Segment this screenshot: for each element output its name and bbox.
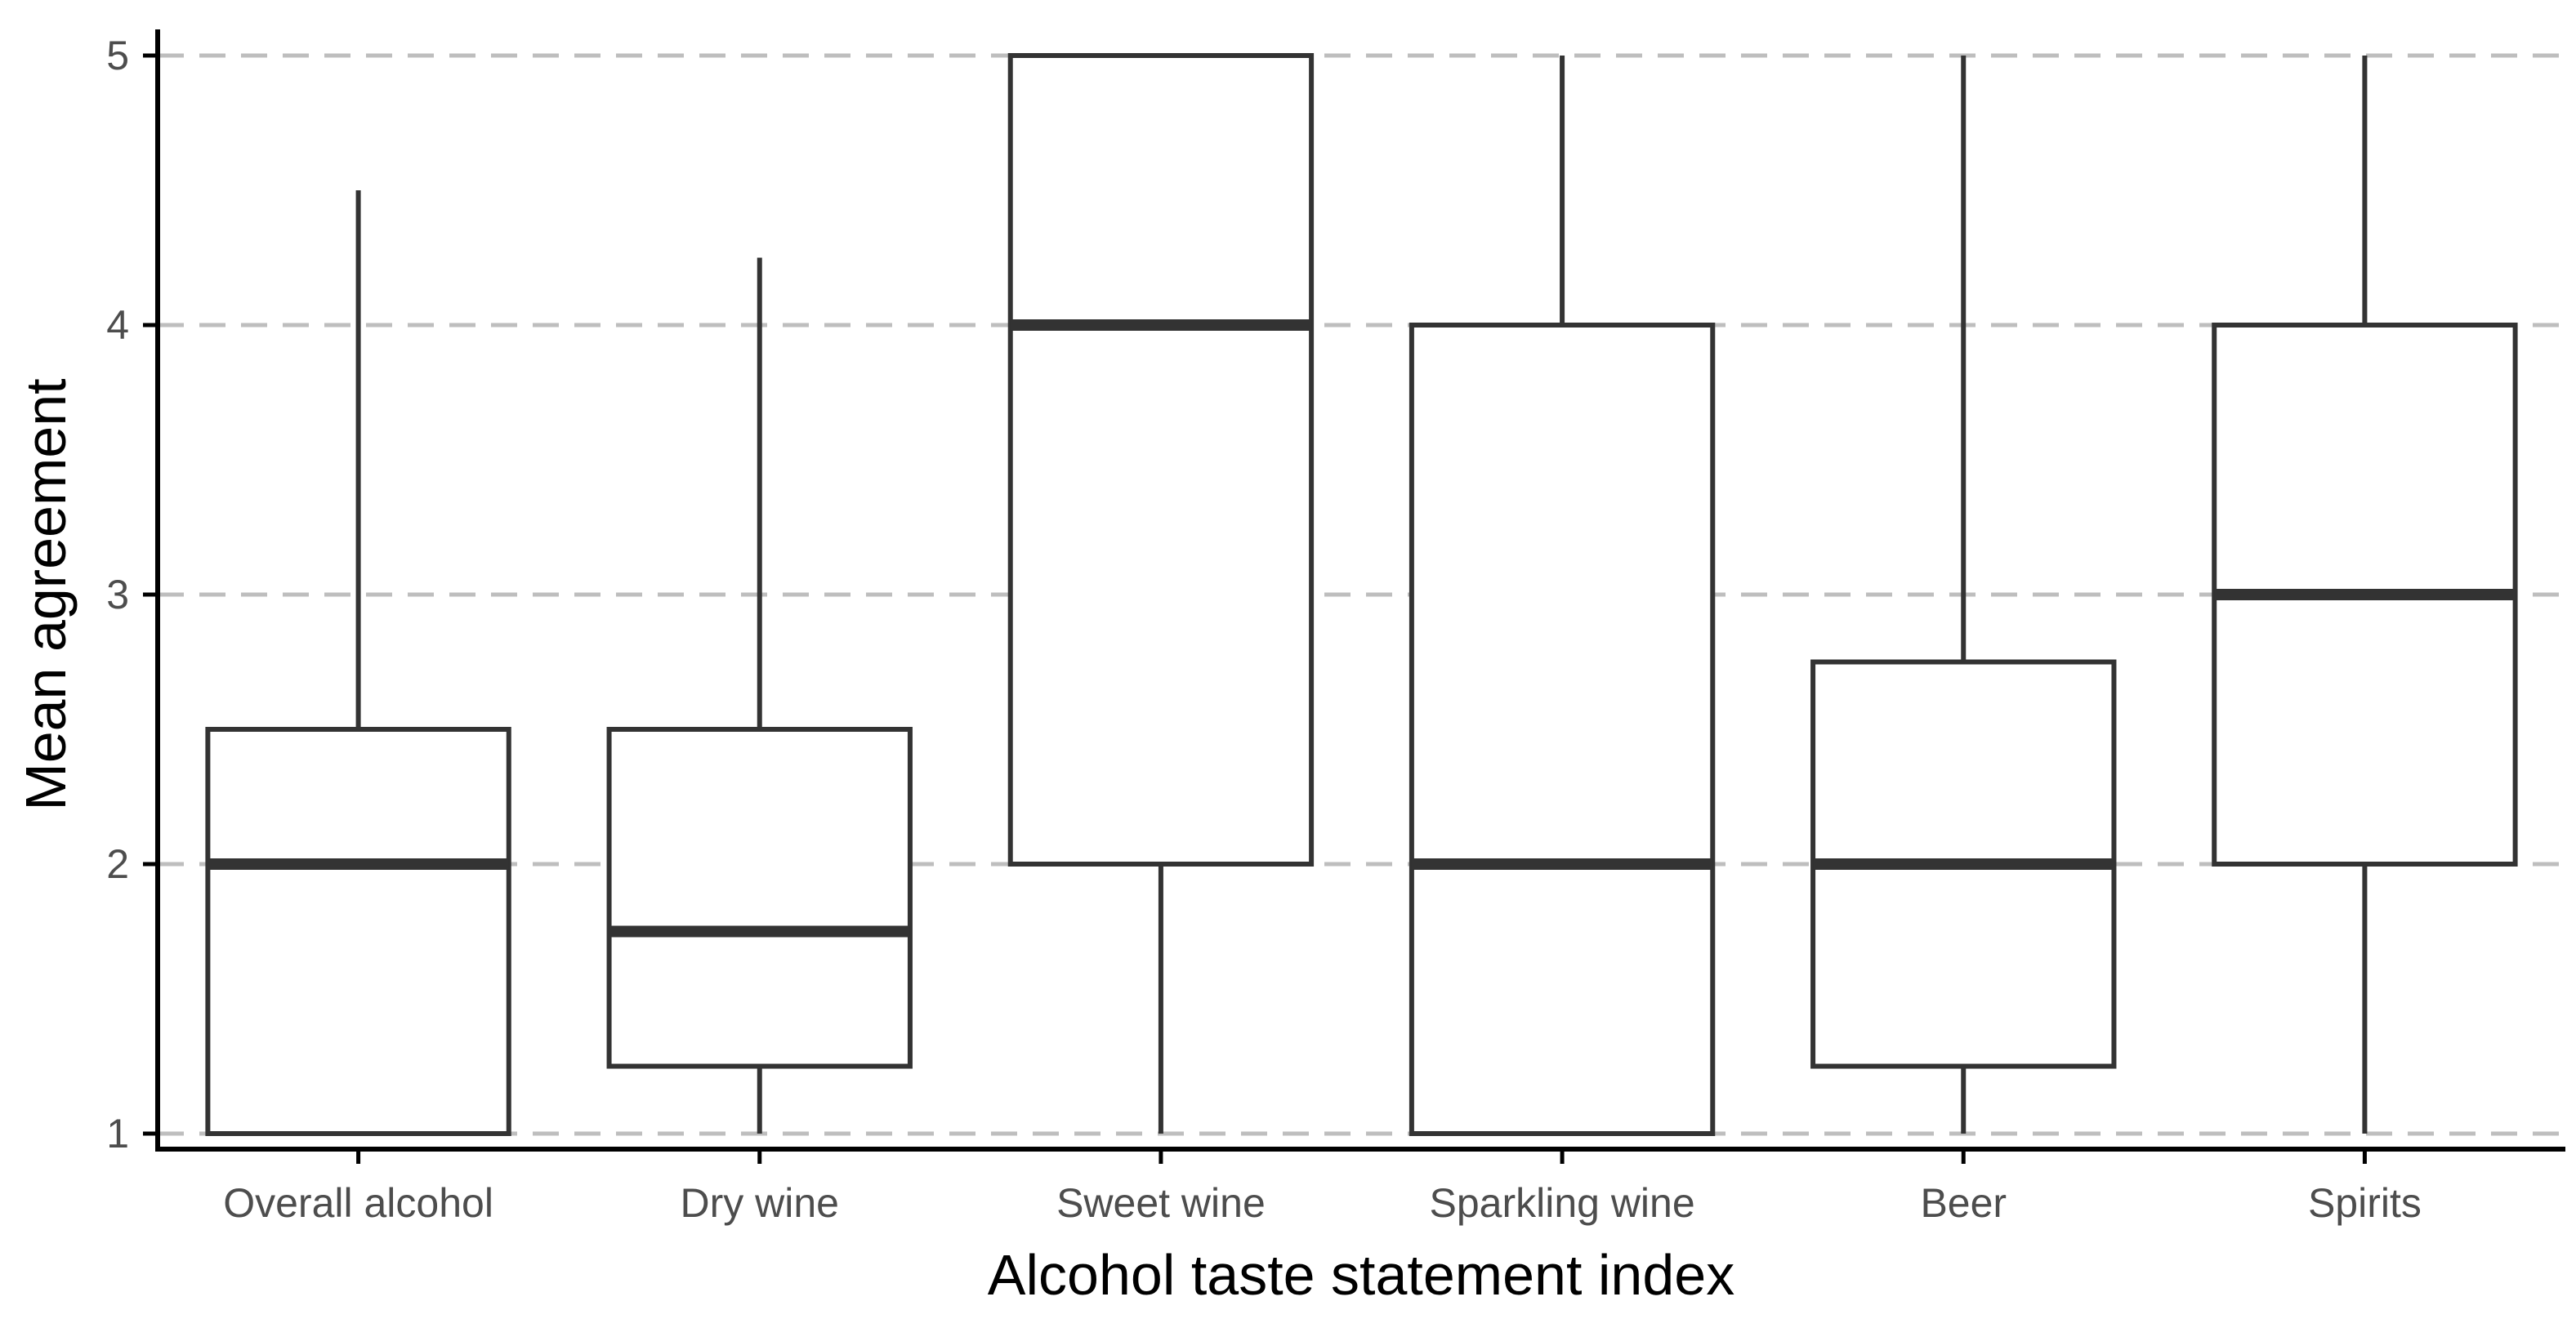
- iqr-box-overall-alcohol: [205, 727, 511, 1136]
- boxes: [205, 53, 2518, 1136]
- box-spirits: [2212, 56, 2518, 1134]
- box-sparkling-wine: [1409, 56, 1716, 1136]
- y-tick-label-2: 2: [106, 841, 129, 887]
- box-overall-alcohol: [205, 190, 511, 1136]
- x-tick-label-overall-alcohol: Overall alcohol: [223, 1180, 493, 1226]
- iqr-box-sweet-wine: [1007, 53, 1315, 867]
- box-beer: [1810, 56, 2117, 1134]
- x-tick-label-beer: Beer: [1920, 1180, 2007, 1226]
- iqr-box-sparkling-wine: [1409, 323, 1716, 1136]
- box-dry-wine: [606, 257, 913, 1134]
- x-tick-label-dry-wine: Dry wine: [681, 1180, 839, 1226]
- iqr-box-dry-wine: [606, 727, 913, 1069]
- y-tick-label-5: 5: [106, 33, 129, 78]
- axes: [155, 29, 2565, 1152]
- x-tick-label-spirits: Spirits: [2308, 1180, 2422, 1226]
- grid-lines: [158, 53, 2565, 1136]
- y-axis-title: Mean agreement: [14, 378, 78, 810]
- y-tick-label-4: 4: [106, 302, 129, 348]
- tick-labels: 1 2 3 4 5 Overall alcohol Dry wine Sweet wine Sp…: [106, 33, 2422, 1226]
- x-tick-label-sparkling-wine: Sparkling wine: [1429, 1180, 1694, 1226]
- y-tick-label-3: 3: [106, 572, 129, 617]
- box-sweet-wine: [1007, 53, 1315, 1134]
- x-tick-label-sweet-wine: Sweet wine: [1056, 1180, 1266, 1226]
- y-tick-label-1: 1: [106, 1111, 129, 1156]
- x-axis-title: Alcohol taste statement index: [988, 1243, 1734, 1307]
